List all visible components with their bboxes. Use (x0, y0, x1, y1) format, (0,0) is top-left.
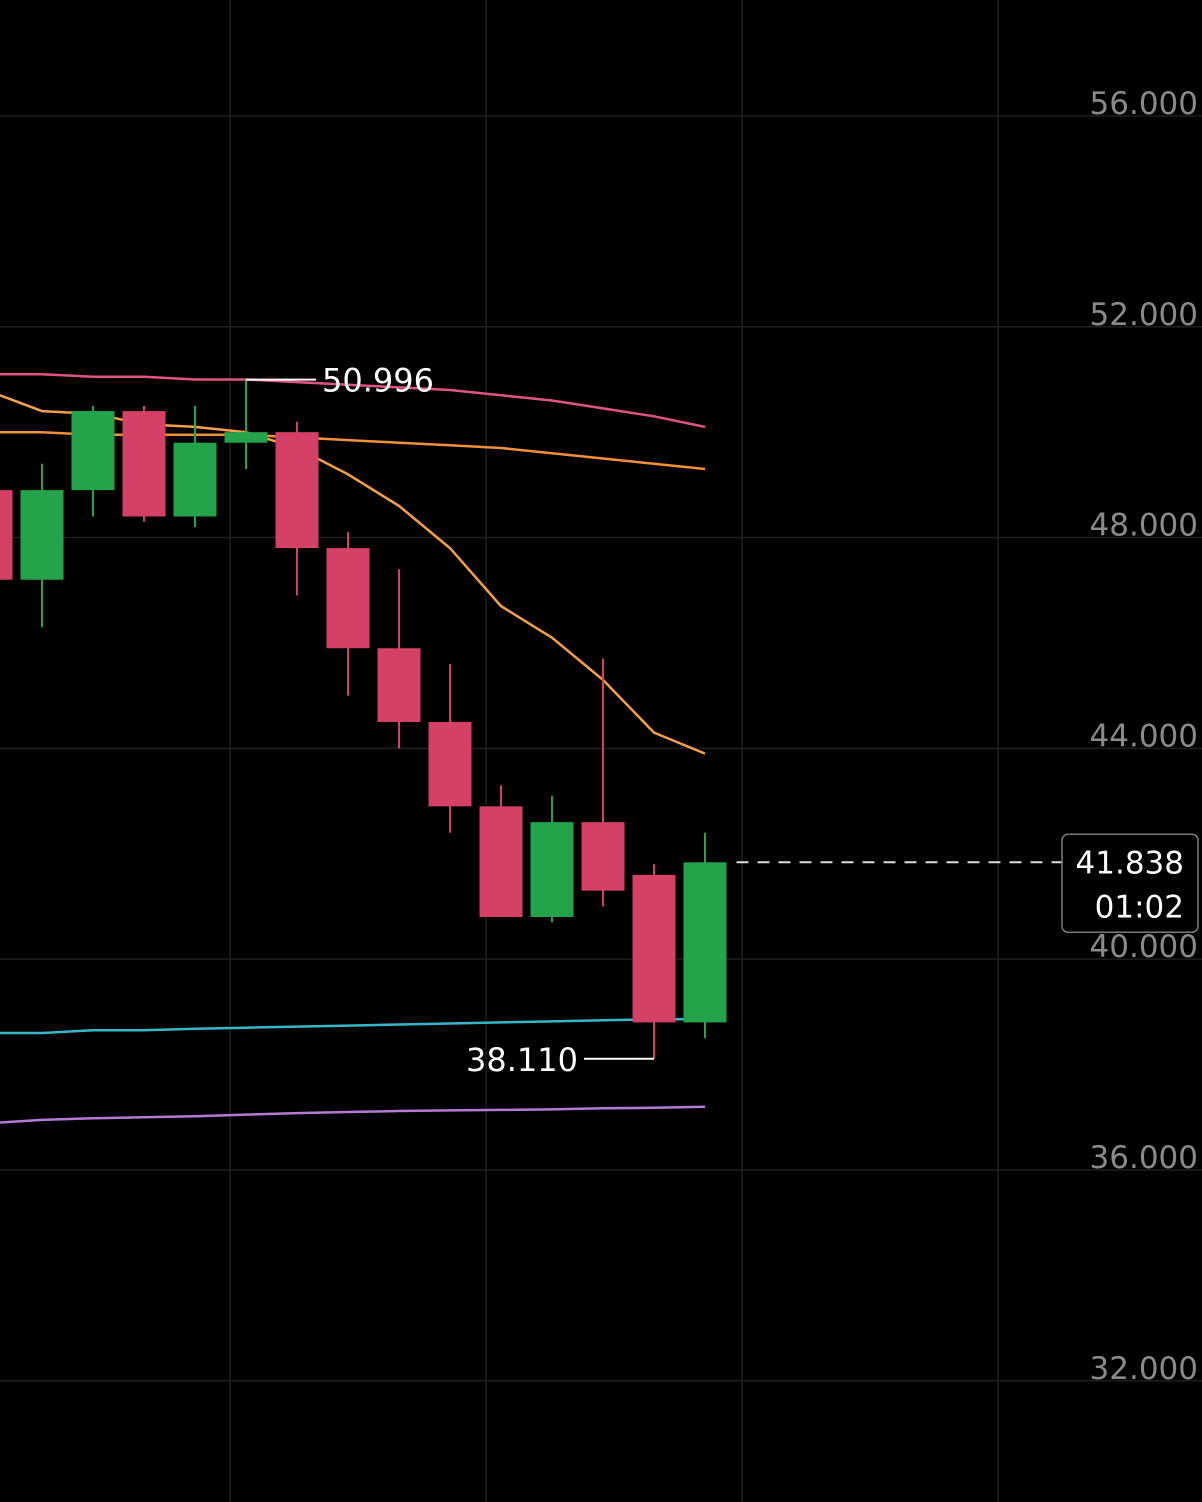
candle-body (377, 648, 421, 723)
candle-body (275, 432, 319, 549)
moving-average-line (0, 1018, 705, 1035)
candle-up[interactable] (20, 463, 64, 628)
candle-down[interactable] (122, 405, 166, 522)
candle-down[interactable] (632, 864, 676, 1059)
annotations: 50.996 38.110 (246, 362, 654, 1079)
candle-down[interactable] (0, 490, 13, 580)
moving-average-line (0, 1105, 706, 1124)
low-annotation: 38.110 (466, 1041, 578, 1079)
candle-body (530, 822, 574, 918)
candle-up[interactable] (530, 795, 574, 923)
candle-body (20, 490, 64, 580)
current-price: 41.838 01:02 (736, 833, 1199, 934)
y-tick-label: 52.000 (1090, 297, 1198, 333)
candle-body (428, 722, 472, 807)
y-tick-label: 48.000 (1090, 508, 1198, 544)
candle-down[interactable] (428, 664, 472, 833)
candle-body (632, 874, 676, 1023)
candle-countdown: 01:02 (1095, 889, 1184, 925)
y-tick-label: 44.000 (1090, 718, 1198, 754)
candle-body (173, 442, 217, 517)
candle-body (479, 806, 523, 918)
y-tick-label: 40.000 (1090, 929, 1198, 965)
candle-body (224, 432, 268, 443)
candle-body (71, 411, 115, 491)
high-annotation: 50.996 (322, 362, 434, 400)
candle-body (683, 862, 727, 1023)
candle-up[interactable] (683, 832, 727, 1039)
candle-body (581, 822, 625, 891)
candle-up[interactable] (71, 405, 115, 517)
candle-down[interactable] (377, 569, 421, 749)
candle-down[interactable] (326, 532, 370, 696)
candle-down[interactable] (581, 658, 625, 907)
current-price-value: 41.838 (1076, 845, 1184, 881)
y-tick-label: 36.000 (1090, 1140, 1198, 1176)
y-tick-label: 56.000 (1090, 86, 1198, 122)
candle-down[interactable] (275, 421, 319, 596)
candle-body (326, 548, 370, 649)
candle-up[interactable] (224, 379, 268, 470)
candle-down[interactable] (479, 785, 523, 918)
current-price-label-box[interactable] (1061, 833, 1199, 934)
y-tick-label: 32.000 (1090, 1351, 1198, 1387)
candles (0, 379, 727, 1059)
moving-average-line (0, 372, 706, 429)
y-axis: 56.000 52.000 48.000 44.000 40.000 36.000 32.0… (1090, 86, 1198, 1387)
candle-body (122, 411, 166, 517)
candle-up[interactable] (173, 405, 217, 528)
candle-body (0, 490, 13, 580)
